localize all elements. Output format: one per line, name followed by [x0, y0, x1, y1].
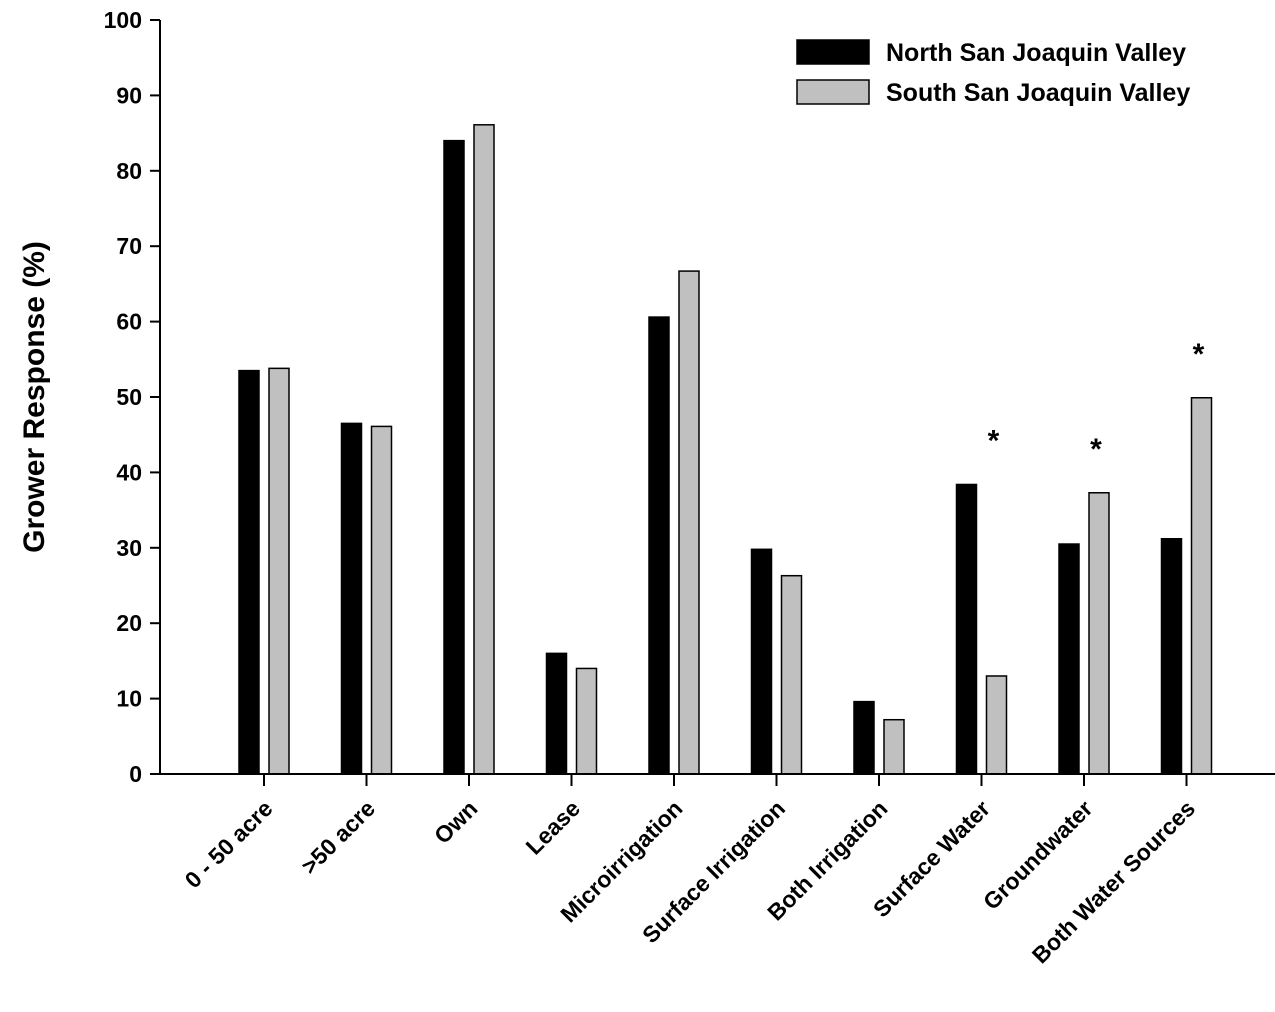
x-tick-label: 0 - 50 acre	[180, 795, 278, 893]
legend-swatch-south	[796, 79, 870, 105]
bar-north	[1058, 543, 1080, 775]
y-tick-label: 60	[116, 309, 142, 335]
y-axis-label: Grower Response (%)	[18, 241, 51, 553]
bar-south	[678, 270, 700, 775]
y-tick-label: 40	[116, 459, 142, 485]
bar-north	[955, 483, 978, 775]
bar-south	[370, 425, 393, 775]
bar-north	[545, 652, 568, 775]
y-tick-label: 10	[116, 686, 142, 712]
x-ticks-group: 0 - 50 acre >50 acre Own LeaseMicroirrigati…	[180, 774, 1200, 968]
significance-marker: *	[1193, 338, 1205, 371]
bar-south	[268, 367, 290, 775]
x-tick-label: Lease	[521, 795, 586, 860]
y-tick-label: 50	[116, 384, 142, 410]
bar-north	[750, 548, 773, 775]
bar-north	[853, 700, 875, 775]
bar-south	[1190, 397, 1213, 775]
bar-south	[985, 675, 1008, 775]
y-tick-label: 30	[116, 535, 142, 561]
legend-label-south: South San Joaquin Valley	[886, 79, 1190, 107]
legend-swatch-north	[796, 39, 870, 65]
y-tick-label: 20	[116, 610, 142, 636]
bar-south	[473, 124, 495, 775]
y-tick-label: 90	[116, 82, 142, 108]
x-tick-label: >50 acre	[296, 795, 380, 879]
bar-north	[238, 369, 260, 775]
bars-group	[238, 124, 1213, 775]
y-tick-label: 70	[116, 233, 142, 259]
bar-north	[443, 139, 465, 775]
bar-north	[340, 422, 363, 775]
legend-label-north: North San Joaquin Valley	[886, 39, 1186, 67]
legend: North San Joaquin Valley South San Joaqu…	[796, 39, 1190, 107]
annotations-group: * * *	[988, 338, 1205, 466]
bar-north	[1160, 538, 1183, 775]
y-tick-label: 80	[116, 158, 142, 184]
y-tick-label: 0	[129, 761, 142, 787]
bar-south	[883, 718, 905, 775]
bar-south	[1088, 492, 1110, 775]
significance-marker: *	[988, 424, 1000, 457]
x-tick-label: Own	[429, 795, 483, 849]
bar-south	[575, 667, 598, 775]
y-tick-label: 100	[104, 7, 142, 33]
significance-marker: *	[1090, 433, 1102, 466]
bar-north	[648, 316, 670, 775]
bar-south	[780, 574, 803, 775]
y-ticks-group: 0 10 20 30 40 50 60 70 80 90 100	[104, 7, 160, 787]
